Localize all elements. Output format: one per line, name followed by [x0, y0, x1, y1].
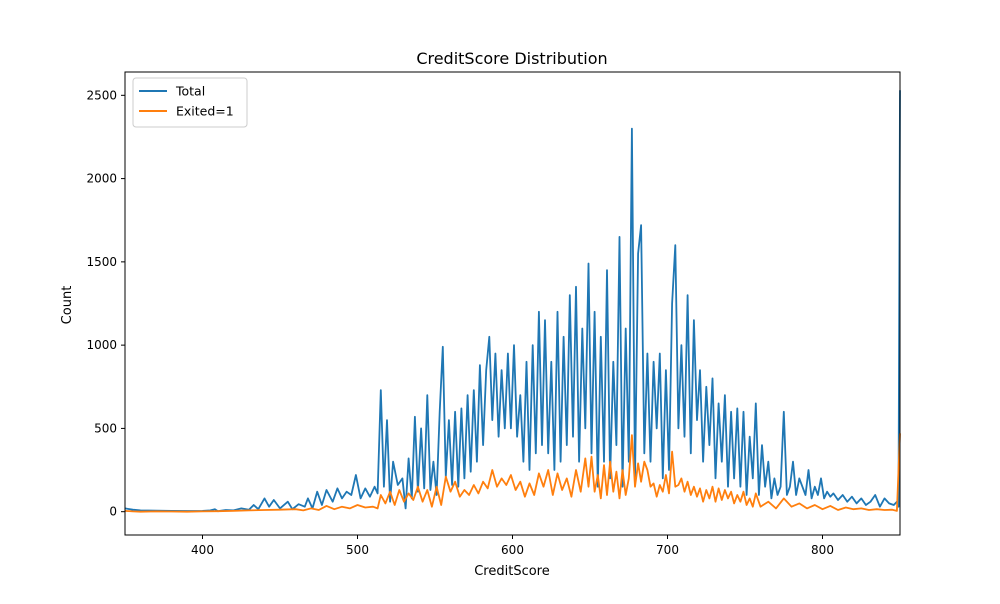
x-tick-label: 800: [811, 543, 834, 557]
series-layer: [124, 90, 901, 513]
legend-label: Total: [175, 84, 205, 99]
y-tick-label: 1000: [86, 338, 117, 352]
y-tick-label: 0: [109, 505, 117, 519]
y-tick-label: 2500: [86, 88, 117, 102]
x-tick-label: 700: [656, 543, 679, 557]
series-line-total: [124, 90, 901, 513]
y-tick-label: 2000: [86, 172, 117, 186]
chart-title: CreditScore Distribution: [416, 49, 607, 68]
x-tick-label: 500: [346, 543, 369, 557]
legend-label: Exited=1: [176, 104, 234, 119]
y-axis-label: Count: [60, 286, 75, 325]
x-tick-label: 400: [191, 543, 214, 557]
series-line-exited-1: [124, 433, 901, 513]
plot-frame: [124, 71, 901, 536]
x-axis-label: CreditScore: [474, 564, 550, 579]
y-tick-label: 1500: [86, 255, 117, 269]
y-tick-label: 500: [94, 421, 117, 435]
axes-layer: 400 500 600 700 800 0 500 1000 1500 2000 2500: [86, 71, 901, 557]
x-tick-label: 600: [501, 543, 524, 557]
legend: Total Exited=1: [132, 77, 248, 128]
